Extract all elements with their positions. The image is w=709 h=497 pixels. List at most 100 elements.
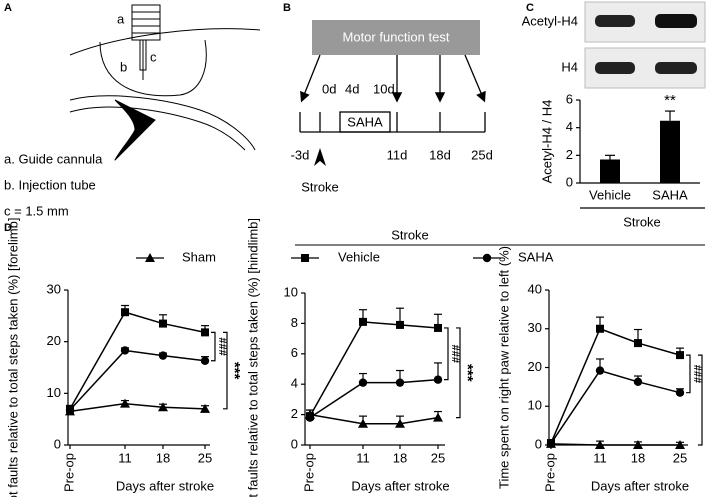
significance: ### bbox=[216, 337, 228, 355]
marker bbox=[120, 398, 130, 408]
series-line bbox=[550, 327, 681, 444]
legend-group: Stroke bbox=[391, 227, 429, 242]
marker bbox=[675, 388, 685, 397]
significance: *** bbox=[459, 364, 476, 382]
y-tick-label: 4 bbox=[291, 376, 298, 391]
x-tick-label: Vehicle bbox=[589, 187, 631, 202]
group-label: Stroke bbox=[623, 214, 661, 229]
x-axis-label: Days after stroke bbox=[351, 478, 449, 493]
y-tick-label: 2 bbox=[291, 406, 298, 421]
x-tick-label: Pre-op bbox=[61, 453, 76, 492]
y-tick-label: 30 bbox=[47, 281, 61, 296]
y-tick-label: 10 bbox=[528, 398, 542, 413]
day-label: 0d bbox=[322, 81, 336, 96]
marker bbox=[633, 377, 643, 387]
marker bbox=[358, 418, 368, 428]
marker bbox=[359, 317, 367, 326]
blot-band bbox=[595, 62, 635, 74]
marker bbox=[158, 402, 168, 412]
part-label: b bbox=[120, 59, 127, 74]
marker bbox=[675, 440, 685, 449]
y-tick-label: 20 bbox=[47, 333, 61, 348]
significance: ### bbox=[691, 365, 703, 383]
bar bbox=[660, 120, 680, 183]
y-axis-label: Foot faults relative to total steps take… bbox=[5, 218, 20, 497]
legend-label: Vehicle bbox=[338, 249, 380, 264]
marker bbox=[633, 440, 643, 449]
drug-label: SAHA bbox=[347, 114, 383, 129]
panel-label: D bbox=[4, 222, 12, 234]
y-tick-label: 0 bbox=[535, 436, 542, 451]
marker bbox=[595, 440, 605, 449]
x-tick-label: Pre-op bbox=[542, 453, 557, 492]
day-label: 18d bbox=[429, 147, 451, 162]
y-tick-label: 0 bbox=[54, 436, 61, 451]
timeline bbox=[299, 54, 486, 133]
x-tick-label: 11 bbox=[118, 450, 132, 465]
marker bbox=[159, 319, 167, 328]
x-tick-label: 25 bbox=[198, 450, 212, 465]
marker bbox=[433, 375, 443, 384]
x-tick-label: 25 bbox=[431, 450, 445, 465]
day-label: 25d bbox=[471, 147, 493, 162]
x-tick-label: Pre-op bbox=[301, 453, 316, 492]
legend-text: a. Guide cannula bbox=[4, 151, 103, 166]
panel-label: B bbox=[283, 2, 291, 14]
marker bbox=[65, 405, 75, 415]
significance: *** bbox=[701, 391, 709, 409]
legend-marker bbox=[145, 253, 155, 262]
test-box bbox=[312, 20, 480, 55]
stroke-marker bbox=[314, 148, 326, 166]
bar bbox=[600, 159, 620, 183]
series-line bbox=[309, 413, 439, 425]
panel-label: C bbox=[526, 2, 534, 14]
y-tick-label: 6 bbox=[566, 91, 573, 106]
y-axis-label: Time spent on right paw relative to left… bbox=[496, 246, 511, 489]
day-label: 11d bbox=[387, 147, 408, 162]
bracket bbox=[444, 327, 449, 381]
bracket bbox=[456, 327, 461, 419]
legend-text: c = 1.5 mm bbox=[4, 203, 69, 218]
y-tick-label: 40 bbox=[528, 281, 542, 296]
legend-marker bbox=[301, 254, 309, 262]
bracket bbox=[698, 354, 703, 446]
y-axis-label: Acetyl-H4 / H4 bbox=[539, 100, 554, 184]
box-label: Motor function test bbox=[343, 29, 450, 44]
marker bbox=[595, 366, 605, 375]
marker bbox=[676, 351, 684, 360]
y-tick-label: 10 bbox=[47, 385, 61, 400]
series-line bbox=[550, 443, 680, 446]
series-line bbox=[69, 349, 206, 411]
bracket bbox=[211, 331, 216, 362]
marker bbox=[305, 413, 315, 422]
x-tick-label: SAHA bbox=[652, 187, 688, 202]
series-line bbox=[69, 402, 206, 413]
series-line bbox=[309, 378, 439, 419]
legend-text: b. Injection tube bbox=[4, 177, 96, 192]
significance: *** bbox=[226, 362, 243, 380]
panel-label: A bbox=[4, 2, 12, 14]
marker bbox=[546, 439, 556, 448]
day-label: 10d bbox=[373, 81, 395, 96]
series-line bbox=[69, 311, 206, 410]
series-line bbox=[550, 369, 681, 444]
x-tick-label: 18 bbox=[393, 450, 407, 465]
day-label: -3d bbox=[291, 147, 310, 162]
part-label: c bbox=[150, 49, 157, 64]
marker bbox=[358, 378, 368, 387]
y-tick-label: 10 bbox=[284, 284, 298, 299]
marker bbox=[120, 346, 130, 355]
y-tick-label: 30 bbox=[528, 320, 542, 335]
y-tick-label: 2 bbox=[566, 147, 573, 162]
marker bbox=[396, 320, 404, 329]
bracket bbox=[223, 331, 228, 410]
bracket bbox=[686, 354, 691, 394]
y-tick-label: 0 bbox=[566, 174, 573, 189]
x-tick-label: 11 bbox=[356, 450, 370, 465]
x-axis-label: Days after stroke bbox=[591, 478, 689, 493]
y-tick-label: 6 bbox=[291, 345, 298, 360]
x-tick-label: 25 bbox=[673, 450, 687, 465]
marker bbox=[121, 308, 129, 317]
